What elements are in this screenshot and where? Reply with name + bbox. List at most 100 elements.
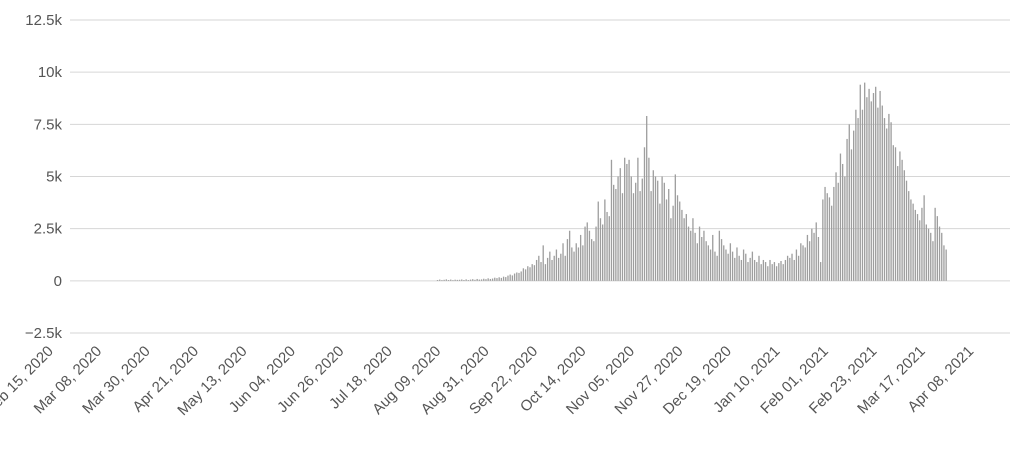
bar <box>456 279 458 281</box>
bar <box>516 272 518 281</box>
bar <box>775 266 778 281</box>
bar <box>919 220 921 281</box>
bar <box>579 234 582 281</box>
bar <box>593 241 595 281</box>
bar <box>626 163 628 281</box>
bar <box>657 180 659 281</box>
bar <box>905 180 908 281</box>
bar <box>864 82 866 281</box>
bar <box>822 199 824 281</box>
bar <box>463 280 465 281</box>
bar <box>681 209 683 281</box>
bar <box>729 243 732 281</box>
bar <box>938 226 941 281</box>
bar <box>584 226 586 281</box>
bar <box>639 191 641 281</box>
bar <box>465 279 467 281</box>
bar <box>683 218 685 281</box>
bar <box>617 176 619 281</box>
bar <box>694 232 696 281</box>
bar <box>450 279 452 281</box>
bar <box>615 189 617 281</box>
bar <box>844 176 846 281</box>
bar <box>661 176 663 281</box>
bar <box>573 251 575 281</box>
bar <box>941 232 943 281</box>
bar <box>679 201 681 281</box>
bar <box>830 205 833 281</box>
bar <box>500 277 503 281</box>
bar <box>520 271 522 281</box>
bar <box>467 280 470 281</box>
bar <box>835 172 837 281</box>
bar <box>742 249 745 281</box>
bar <box>731 251 734 281</box>
bar <box>782 264 784 281</box>
y-tick-label: 0 <box>54 273 62 290</box>
bar <box>943 245 945 281</box>
bar <box>491 278 494 281</box>
bar <box>848 124 850 281</box>
bar <box>716 255 718 281</box>
bar <box>502 276 505 281</box>
bar <box>524 269 527 281</box>
bar <box>546 257 549 281</box>
y-axis-ticks: 12.5k 10k 7.5k 5k 2.5k 0 −2.5k <box>25 12 63 342</box>
bar <box>632 193 635 281</box>
bar <box>654 176 657 281</box>
bar <box>489 278 492 281</box>
bar <box>815 222 817 281</box>
bar <box>690 230 692 281</box>
bar <box>696 243 698 281</box>
bar <box>846 138 848 281</box>
bar <box>692 218 694 281</box>
bar <box>720 239 723 281</box>
bar <box>826 193 828 281</box>
bar <box>507 275 509 281</box>
bar <box>762 259 765 281</box>
bar <box>855 109 857 281</box>
bar <box>842 163 844 281</box>
bar <box>687 226 690 281</box>
bar <box>445 279 447 281</box>
y-tick-label: −2.5k <box>25 325 63 342</box>
bar <box>712 234 714 281</box>
bar <box>853 130 855 281</box>
bar <box>886 128 888 281</box>
bar <box>899 151 901 281</box>
bar <box>773 262 776 281</box>
bar <box>476 278 478 281</box>
bar <box>659 203 661 281</box>
bar <box>767 266 769 281</box>
bar <box>927 228 930 281</box>
bar <box>890 122 892 281</box>
bar <box>676 195 679 281</box>
bar <box>665 199 668 281</box>
bar <box>747 262 749 281</box>
bar <box>496 278 498 281</box>
bar <box>643 147 646 281</box>
bar <box>531 264 533 281</box>
bar <box>458 279 461 281</box>
bar <box>529 267 531 281</box>
y-tick-label: 12.5k <box>25 12 62 29</box>
bar <box>478 279 481 281</box>
bar <box>727 253 729 281</box>
bar <box>624 157 626 281</box>
bar <box>610 159 613 281</box>
bar <box>877 107 879 281</box>
bar <box>518 272 520 281</box>
bar <box>698 226 701 281</box>
bar <box>868 88 870 281</box>
bar <box>837 182 839 281</box>
bar <box>780 261 782 281</box>
bar <box>740 259 743 281</box>
bar <box>828 197 831 281</box>
bar <box>824 186 826 281</box>
bar <box>590 239 593 281</box>
bar <box>857 118 859 281</box>
bar <box>751 251 754 281</box>
bar <box>701 237 703 281</box>
bar <box>934 207 936 281</box>
bar <box>923 195 925 281</box>
